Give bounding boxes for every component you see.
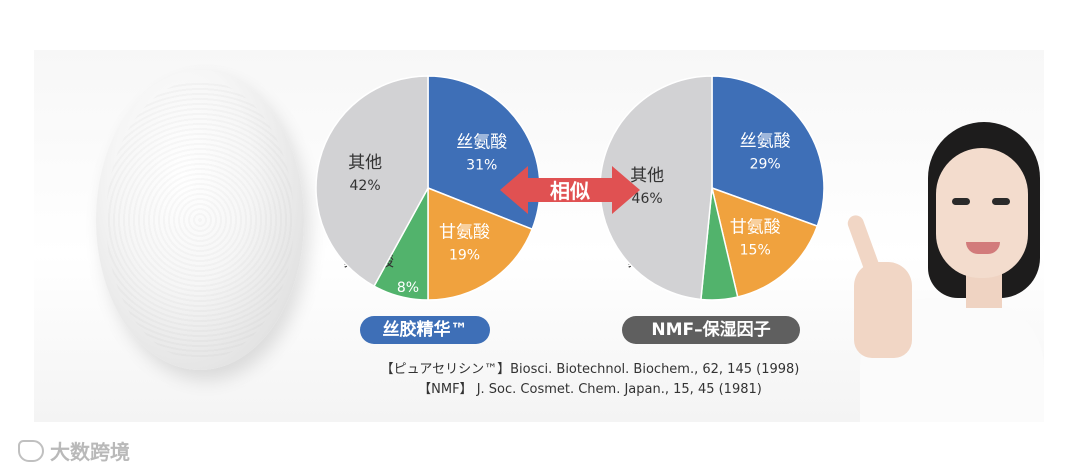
slice-value-glycine: 19% [449,248,480,264]
slice-label-other: 其他 [630,166,664,186]
reference-line-1: 【ピュアセリシン™】Biosci. Biotechnol. Biochem., … [380,362,800,377]
pie-slice-other [315,75,429,288]
slice-value-threonine: 8% [397,280,419,296]
similar-arrow: 相似 [500,166,640,214]
silk-essence-label: 丝胶精华™ [360,316,490,344]
slice-label-other: 其他 [348,153,382,173]
chat-bubble-icon [18,439,44,462]
slice-value-serine: 29% [750,157,781,173]
woman-pointing-image [832,118,1044,422]
slice-label-serine: 丝氨酸 [740,132,791,152]
nmf-label: NMF–保湿因子 [622,316,800,344]
silk-cocoon-image [96,70,304,370]
slice-value-other: 46% [632,191,663,207]
pie-slice-serine [711,75,825,228]
watermark-text: 大数跨境 [50,440,130,464]
slice-label-glycine: 甘氨酸 [439,223,490,243]
reference-line-2: 【NMF】 J. Soc. Cosmet. Chem. Japan., 15, … [418,382,762,397]
watermark: 大数跨境 [18,436,130,465]
slice-value-other: 42% [350,178,381,194]
slice-label-glycine: 甘氨酸 [730,218,781,238]
pie-slice-glycine [710,186,819,298]
similar-arrow-label: 相似 [550,179,590,203]
slice-value-serine: 31% [466,157,497,173]
slice-label-serine: 丝氨酸 [456,132,507,152]
slice-value-glycine: 15% [740,243,771,259]
pie-slice-glycine [427,186,534,301]
